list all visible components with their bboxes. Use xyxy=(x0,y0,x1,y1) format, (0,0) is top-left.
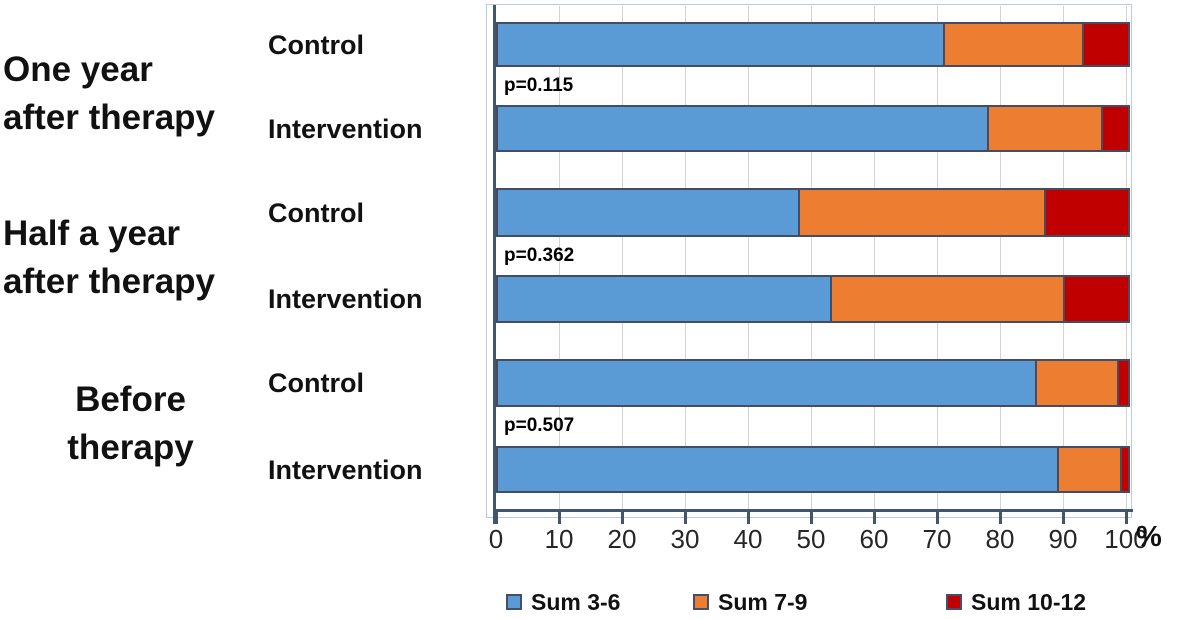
legend-swatch-sum-7-9 xyxy=(693,594,709,610)
group-label-line: Before xyxy=(75,380,186,419)
tick-label-80: 80 xyxy=(985,524,1015,554)
segment-sum-3-6 xyxy=(498,107,990,150)
gridline-10 xyxy=(559,6,560,509)
tick-label-50: 50 xyxy=(796,524,826,554)
legend-label-sum-7-9: Sum 7-9 xyxy=(718,589,808,615)
axis-tick-0 xyxy=(495,509,498,524)
segment-sum-3-6 xyxy=(498,190,801,235)
bar-one-year-after-therapy-control xyxy=(496,22,1130,67)
tick-label-20: 20 xyxy=(607,524,637,554)
legend-item-sum-3-6: Sum 3-6 xyxy=(506,589,621,615)
axis-tick-60 xyxy=(873,509,876,524)
axis-tick-20 xyxy=(621,509,624,524)
group-label-before-therapy: Before therapy xyxy=(3,376,258,472)
legend-item-sum-10-12: Sum 10-12 xyxy=(946,589,1087,615)
segment-sum-3-6 xyxy=(498,277,832,321)
legend-swatch-sum-3-6 xyxy=(506,594,522,610)
group-label-line: One year xyxy=(3,50,153,89)
p-value-label-group-2: p=0.362 xyxy=(504,245,575,266)
bar-half-a-year-after-therapy-control xyxy=(496,188,1130,237)
x-axis-line xyxy=(493,509,1133,512)
group-label-line: after therapy xyxy=(3,262,216,301)
gridline-100 xyxy=(1126,6,1127,509)
legend-label-sum-10-12: Sum 10-12 xyxy=(971,589,1087,615)
bar-before-therapy-intervention xyxy=(496,446,1130,493)
gridline-70 xyxy=(937,6,938,509)
segment-sum-7-9 xyxy=(1036,361,1119,405)
group-label-half-a-year-after-therapy: Half a year after therapy xyxy=(3,210,258,306)
bar-label-intervention: Intervention xyxy=(268,113,423,144)
segment-sum-3-6 xyxy=(498,24,946,65)
segment-sum-7-9 xyxy=(989,107,1103,150)
bar-label-control: Control xyxy=(268,29,364,60)
p-value-label-group-3: p=0.507 xyxy=(504,415,575,436)
gridline-50 xyxy=(811,6,812,509)
segment-sum-3-6 xyxy=(498,448,1059,491)
legend-item-sum-7-9: Sum 7-9 xyxy=(693,589,808,615)
segment-sum-7-9 xyxy=(831,277,1065,321)
bar-before-therapy-control xyxy=(496,359,1130,407)
tick-label-70: 70 xyxy=(922,524,952,554)
bar-half-a-year-after-therapy-intervention xyxy=(496,275,1130,323)
gridline-20 xyxy=(622,6,623,509)
segment-sum-10-12 xyxy=(1064,277,1128,321)
axis-tick-70 xyxy=(936,509,939,524)
segment-sum-3-6 xyxy=(498,361,1037,405)
axis-tick-10 xyxy=(558,509,561,524)
segment-sum-10-12 xyxy=(1083,24,1128,65)
axis-tick-40 xyxy=(747,509,750,524)
axis-tick-50 xyxy=(810,509,813,524)
legend-label-sum-3-6: Sum 3-6 xyxy=(531,589,621,615)
axis-tick-80 xyxy=(999,509,1002,524)
legend-swatch-sum-10-12 xyxy=(946,594,962,610)
group-label-line: Half a year xyxy=(3,214,181,253)
segment-sum-7-9 xyxy=(945,24,1084,65)
plot-area-frame xyxy=(486,4,1132,518)
bar-label-control: Control xyxy=(268,197,364,228)
axis-tick-100 xyxy=(1125,509,1128,524)
tick-label-60: 60 xyxy=(859,524,889,554)
bar-one-year-after-therapy-intervention xyxy=(496,105,1130,152)
gridline-80 xyxy=(1000,6,1001,509)
gridline-30 xyxy=(685,6,686,509)
axis-unit-label: % xyxy=(1136,521,1162,553)
gridline-40 xyxy=(748,6,749,509)
segment-sum-7-9 xyxy=(800,190,1047,235)
bar-label-control: Control xyxy=(268,368,364,398)
tick-label-40: 40 xyxy=(733,524,763,554)
gridline-90 xyxy=(1063,6,1064,509)
segment-sum-7-9 xyxy=(1058,448,1122,491)
tick-label-90: 90 xyxy=(1048,524,1078,554)
segment-sum-10-12 xyxy=(1118,361,1128,405)
gridline-60 xyxy=(874,6,875,509)
p-value-label-group-1: p=0.115 xyxy=(504,75,574,96)
axis-tick-90 xyxy=(1062,509,1065,524)
tick-label-30: 30 xyxy=(670,524,700,554)
bar-label-intervention: Intervention xyxy=(268,454,423,485)
segment-sum-10-12 xyxy=(1046,190,1128,235)
tick-label-10: 10 xyxy=(544,524,574,554)
group-label-one-year-after-therapy: One year after therapy xyxy=(3,46,258,142)
tick-label-0: 0 xyxy=(488,524,504,554)
group-label-line: therapy xyxy=(67,428,194,467)
tick-label-100: 100 xyxy=(1104,524,1148,554)
segment-sum-10-12 xyxy=(1121,448,1128,491)
segment-sum-10-12 xyxy=(1102,107,1128,150)
y-axis-line xyxy=(493,5,496,524)
group-label-line: after therapy xyxy=(3,98,216,137)
bar-label-intervention: Intervention xyxy=(268,284,423,314)
axis-tick-30 xyxy=(684,509,687,524)
